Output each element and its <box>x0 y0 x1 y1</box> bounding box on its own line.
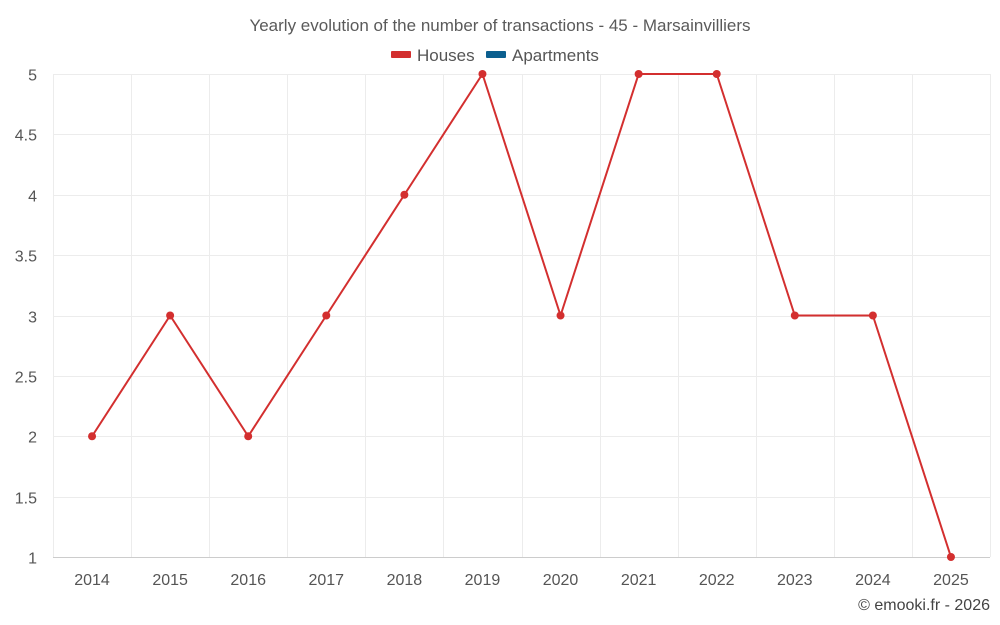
x-tick-label: 2025 <box>933 572 969 589</box>
y-tick-label: 1 <box>28 551 37 568</box>
x-tick-label: 2018 <box>387 572 423 589</box>
series-line-houses <box>91 73 952 558</box>
x-tick-label: 2022 <box>699 572 735 589</box>
credit-text: © emooki.fr - 2026 <box>858 597 990 614</box>
x-tick-label: 2023 <box>777 572 813 589</box>
data-point-houses[interactable] <box>322 311 331 320</box>
y-gridlines <box>53 74 990 498</box>
y-tick-label: 1.5 <box>15 491 37 508</box>
legend-swatch-apartments <box>486 51 506 58</box>
y-tick-label: 3.5 <box>15 249 37 266</box>
y-tick-label: 4.5 <box>15 128 37 145</box>
data-point-houses[interactable] <box>400 190 409 199</box>
x-tick-label: 2015 <box>152 572 188 589</box>
x-tick-label: 2019 <box>465 572 501 589</box>
data-point-houses[interactable] <box>88 432 97 441</box>
data-point-houses[interactable] <box>634 70 643 78</box>
x-tick-label: 2024 <box>855 572 891 589</box>
legend-label-apartments[interactable]: Apartments <box>512 46 599 65</box>
chart-title: Yearly evolution of the number of transa… <box>249 16 750 35</box>
y-tick-label: 3 <box>28 310 37 327</box>
legend: Houses Apartments <box>391 46 599 65</box>
series-layer <box>88 70 955 561</box>
x-tick-label: 2014 <box>74 572 110 589</box>
x-axis-ticks: 2014 2015 2016 2017 2018 2019 2020 2021 2022 2023… <box>74 572 969 589</box>
data-point-houses[interactable] <box>868 311 877 320</box>
y-tick-label: 2 <box>28 430 37 447</box>
y-axis-ticks: 1 1.5 2 2.5 3 3.5 4 4.5 5 <box>15 68 37 568</box>
data-point-houses[interactable] <box>790 311 799 320</box>
legend-label-houses[interactable]: Houses <box>417 46 475 65</box>
data-point-houses[interactable] <box>166 311 175 320</box>
y-tick-label: 4 <box>28 189 37 206</box>
data-point-houses[interactable] <box>478 70 487 78</box>
data-point-houses[interactable] <box>712 70 721 78</box>
x-gridlines <box>53 74 991 557</box>
data-point-houses[interactable] <box>244 432 253 441</box>
data-point-houses[interactable] <box>556 311 565 320</box>
y-tick-label: 2.5 <box>15 370 37 387</box>
x-tick-label: 2017 <box>308 572 344 589</box>
legend-swatch-houses <box>391 51 411 58</box>
data-point-houses[interactable] <box>946 553 955 561</box>
x-tick-label: 2021 <box>621 572 657 589</box>
x-tick-label: 2016 <box>230 572 266 589</box>
y-tick-label: 5 <box>28 68 37 85</box>
x-tick-label: 2020 <box>543 572 579 589</box>
